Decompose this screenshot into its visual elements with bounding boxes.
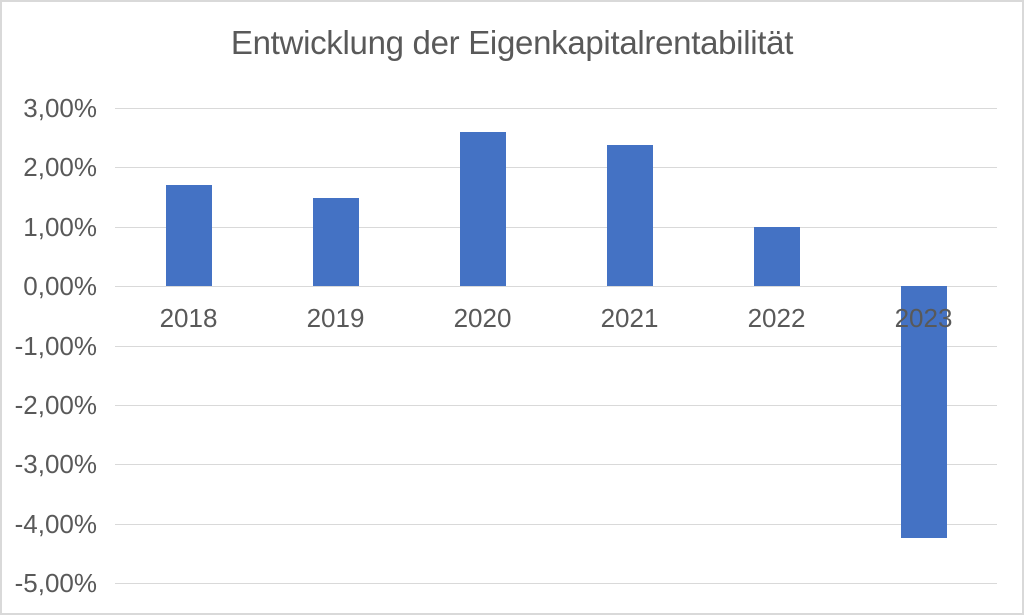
gridline bbox=[115, 464, 997, 466]
x-axis-tick-label: 2018 bbox=[159, 303, 218, 334]
bar-2022 bbox=[753, 226, 800, 287]
plot-area bbox=[115, 108, 997, 584]
gridline bbox=[115, 286, 997, 288]
y-axis-tick-label: -5,00% bbox=[14, 568, 97, 598]
bar-2019 bbox=[312, 197, 359, 287]
gridline bbox=[115, 345, 997, 347]
bar-2020 bbox=[459, 131, 506, 287]
y-axis-tick-label: 1,00% bbox=[23, 211, 97, 242]
bar-2018 bbox=[165, 184, 212, 287]
x-axis-tick-label: 2021 bbox=[600, 303, 659, 334]
gridline bbox=[115, 583, 997, 584]
y-axis-tick-label: -2,00% bbox=[14, 389, 97, 420]
gridline bbox=[115, 226, 997, 228]
gridline bbox=[115, 108, 997, 109]
gridline bbox=[115, 404, 997, 406]
chart-title: Entwicklung der Eigenkapitalrentabilität bbox=[230, 24, 794, 61]
y-axis-tick-label: -4,00% bbox=[14, 508, 97, 539]
x-axis-tick-label: 2020 bbox=[453, 303, 512, 334]
y-axis-tick-label: 0,00% bbox=[23, 271, 97, 302]
bar-2021 bbox=[606, 145, 653, 287]
gridline bbox=[115, 167, 997, 169]
y-axis-tick-label: -1,00% bbox=[14, 330, 97, 361]
x-axis-tick-label: 2023 bbox=[894, 303, 953, 334]
gridline bbox=[115, 523, 997, 525]
y-axis-tick-label: 2,00% bbox=[23, 152, 97, 183]
y-axis-tick-label: -3,00% bbox=[14, 449, 97, 480]
y-axis-tick-label: 3,00% bbox=[23, 93, 97, 123]
x-axis-tick-label: 2022 bbox=[747, 303, 806, 334]
x-axis-tick-label: 2019 bbox=[306, 303, 365, 334]
bar-2023 bbox=[900, 286, 947, 539]
